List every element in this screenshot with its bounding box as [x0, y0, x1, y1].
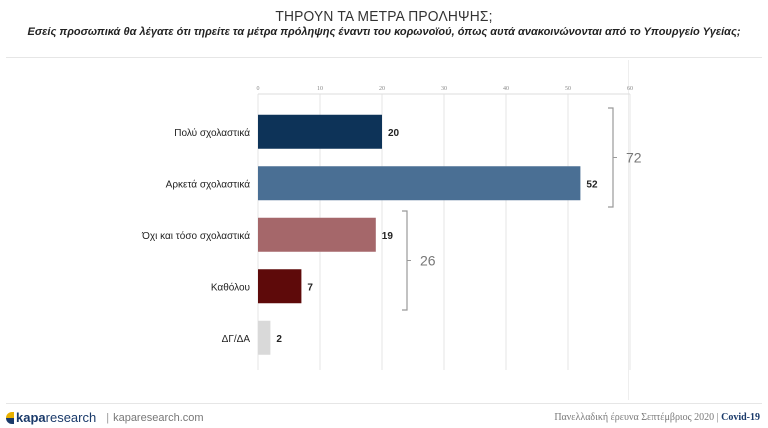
value-label: 20 — [388, 128, 400, 139]
header-divider — [6, 57, 762, 58]
bar-chart: 0 10 20 30 40 50 60 Πολύ σχολαστικά 20 Αρκετά σχο… — [141, 86, 642, 370]
website-link[interactable]: kaparesearch.com — [113, 411, 204, 424]
bar — [258, 269, 302, 304]
footer-survey: Πανελλαδική έρευνα Σεπτέμβριος 2020 | Co… — [554, 412, 760, 423]
right-divider — [628, 60, 629, 400]
category-label: ΔΓ/ΔΑ — [222, 334, 251, 345]
category-label: Καθόλου — [211, 281, 250, 293]
category-label: Πολύ σχολαστικά — [174, 127, 250, 139]
group-total-label: 72 — [626, 150, 642, 166]
separator: | — [106, 411, 110, 424]
brand-light: research — [45, 410, 97, 425]
value-label: 19 — [382, 231, 394, 242]
footer-brand: kapa research | kaparesearch.com — [6, 410, 204, 425]
value-label: 7 — [307, 282, 313, 293]
bar — [258, 114, 382, 149]
value-label: 2 — [276, 334, 282, 345]
survey-label: Πανελλαδική έρευνα Σεπτέμβριος 2020 | — [554, 412, 719, 423]
group-bracket — [608, 107, 614, 208]
kapa-logo-icon — [6, 411, 14, 424]
value-label: 52 — [586, 179, 598, 190]
category-label: Όχι και τόσο σχολαστικά — [141, 230, 250, 242]
chart-title: ΤΗΡΟΥΝ ΤΑ ΜΕΤΡΑ ΠΡΟΛΗΨΗΣ; — [275, 8, 493, 25]
x-tick-label: 30 — [441, 86, 447, 92]
x-tick-label: 40 — [503, 86, 509, 92]
bar — [258, 166, 581, 201]
x-tick-label: 0 — [257, 86, 260, 92]
x-tick-label: 60 — [627, 86, 633, 92]
group-bracket — [402, 210, 408, 311]
bar — [258, 320, 271, 355]
brand-bold: kapa — [16, 410, 46, 425]
group-total-label: 26 — [420, 253, 436, 269]
footer-divider — [6, 403, 762, 404]
x-tick-label: 10 — [317, 86, 323, 92]
x-tick-label: 50 — [565, 86, 571, 92]
bar — [258, 217, 376, 252]
chart-subtitle: Εσείς προσωπικά θα λέγατε ότι τηρείτε τα… — [27, 26, 741, 38]
survey-tag: Covid-19 — [721, 412, 760, 423]
x-tick-label: 20 — [379, 86, 385, 92]
category-label: Αρκετά σχολαστικά — [166, 178, 251, 190]
